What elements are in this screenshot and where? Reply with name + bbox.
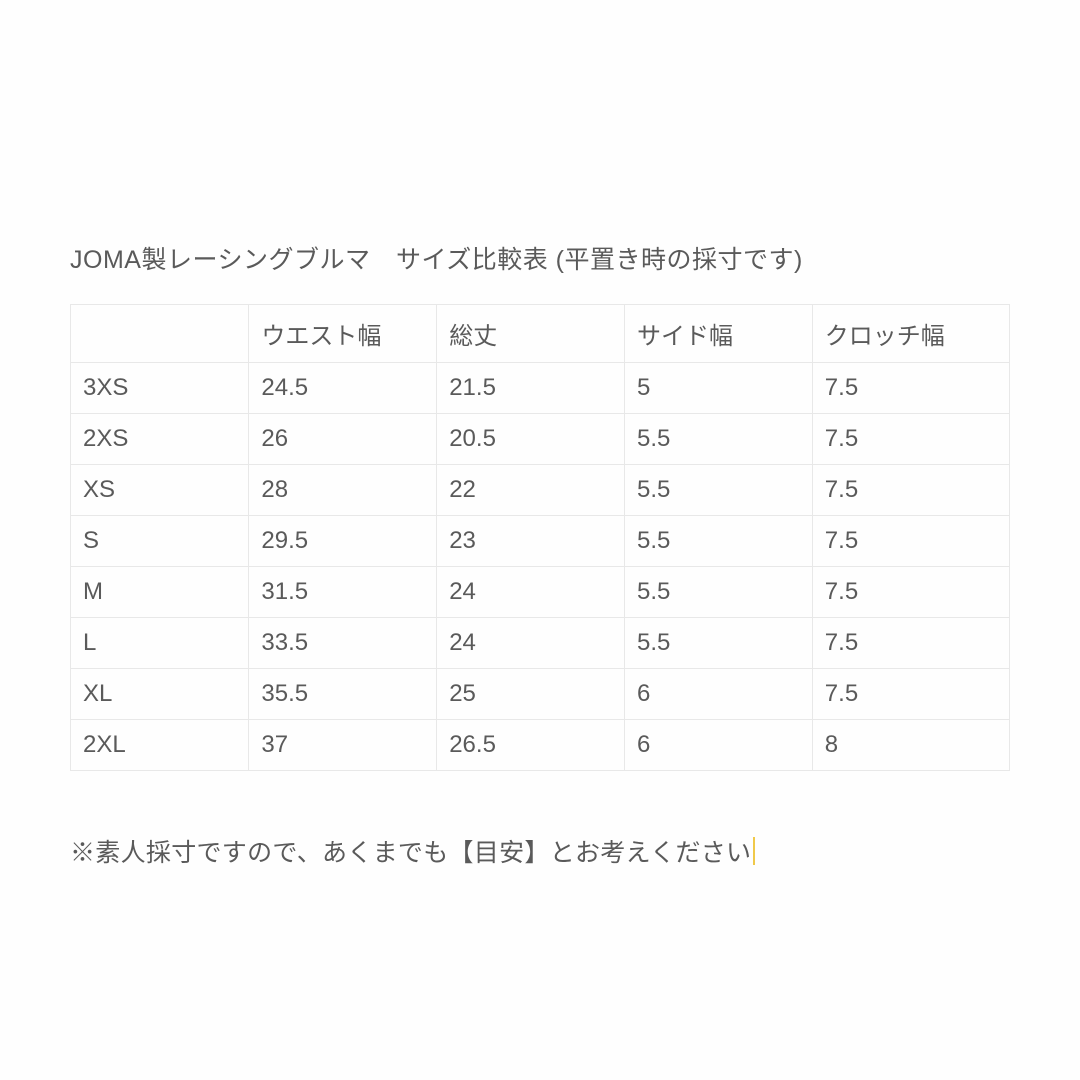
size-table: ウエスト幅 総丈 サイド幅 クロッチ幅 3XS24.521.557.52XS26… [70,304,1010,771]
table-cell: 26.5 [437,720,625,771]
col-header [71,305,249,363]
table-cell: XL [71,669,249,720]
table-row: 3XS24.521.557.5 [71,363,1010,414]
table-cell: 29.5 [249,516,437,567]
note-text: ※素人採寸ですので、あくまでも【目安】とお考えください [70,839,751,867]
table-row: L33.5245.57.5 [71,618,1010,669]
col-header: クロッチ幅 [812,305,1009,363]
table-cell: 5.5 [625,465,813,516]
table-cell: 35.5 [249,669,437,720]
table-row: XS28225.57.5 [71,465,1010,516]
table-cell: 7.5 [812,669,1009,720]
table-cell: 21.5 [437,363,625,414]
table-cell: 5.5 [625,516,813,567]
page-title: JOMA製レーシングブルマ サイズ比較表 (平置き時の採寸です) [70,240,1010,276]
table-cell: 31.5 [249,567,437,618]
table-cell: 26 [249,414,437,465]
table-cell: 7.5 [812,567,1009,618]
table-cell: 33.5 [249,618,437,669]
table-cell: 6 [625,669,813,720]
table-cell: 37 [249,720,437,771]
table-cell: 2XS [71,414,249,465]
table-row: XL35.52567.5 [71,669,1010,720]
note-wrap: ※素人採寸ですので、あくまでも【目安】とお考えください [70,833,1010,869]
col-header: サイド幅 [625,305,813,363]
table-header-row: ウエスト幅 総丈 サイド幅 クロッチ幅 [71,305,1010,363]
table-cell: L [71,618,249,669]
table-cell: 7.5 [812,618,1009,669]
table-body: 3XS24.521.557.52XS2620.55.57.5XS28225.57… [71,363,1010,771]
table-cell: 6 [625,720,813,771]
table-cell: 2XL [71,720,249,771]
table-cell: 22 [437,465,625,516]
table-cell: S [71,516,249,567]
table-row: S29.5235.57.5 [71,516,1010,567]
table-cell: 8 [812,720,1009,771]
col-header: 総丈 [437,305,625,363]
table-cell: 25 [437,669,625,720]
table-cell: M [71,567,249,618]
text-cursor [753,837,755,865]
table-row: M31.5245.57.5 [71,567,1010,618]
table-cell: 7.5 [812,363,1009,414]
table-cell: 24.5 [249,363,437,414]
table-cell: XS [71,465,249,516]
table-cell: 5.5 [625,414,813,465]
table-row: 2XS2620.55.57.5 [71,414,1010,465]
table-cell: 28 [249,465,437,516]
table-cell: 23 [437,516,625,567]
table-row: 2XL3726.568 [71,720,1010,771]
table-cell: 7.5 [812,465,1009,516]
table-cell: 5.5 [625,567,813,618]
table-cell: 3XS [71,363,249,414]
table-cell: 5.5 [625,618,813,669]
table-cell: 20.5 [437,414,625,465]
table-cell: 24 [437,567,625,618]
table-cell: 5 [625,363,813,414]
table-cell: 24 [437,618,625,669]
col-header: ウエスト幅 [249,305,437,363]
table-cell: 7.5 [812,414,1009,465]
table-cell: 7.5 [812,516,1009,567]
